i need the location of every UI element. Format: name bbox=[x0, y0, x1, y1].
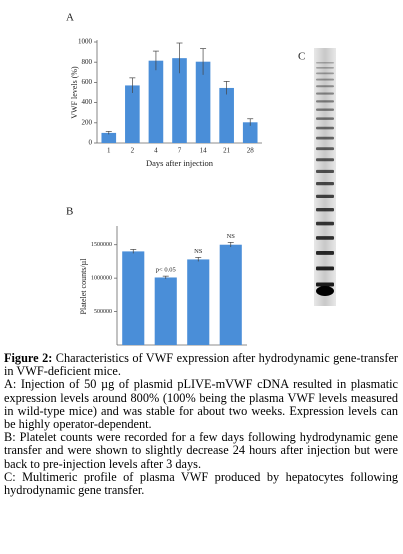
caption-paragraph: B: Platelet counts were recorded for a f… bbox=[4, 430, 398, 471]
x-tick-label: 28 bbox=[247, 147, 255, 155]
bar bbox=[154, 277, 177, 345]
gel-band bbox=[316, 100, 334, 103]
gel-band bbox=[316, 85, 334, 88]
panel-label: A bbox=[66, 12, 74, 24]
bar bbox=[122, 251, 145, 345]
x-axis-label: Days after injection bbox=[146, 158, 214, 168]
bar bbox=[187, 259, 210, 345]
x-tick-label: 4 bbox=[154, 147, 158, 155]
gel-band bbox=[316, 194, 334, 199]
caption-paragraph: A: Injection of 50 µg of plasmid pLIVE-m… bbox=[4, 377, 398, 432]
gel-band bbox=[316, 126, 334, 130]
bar bbox=[219, 87, 234, 143]
gel-lane bbox=[314, 48, 336, 306]
figure: A B C 0 200 400 600 800 1000 1 2 4 7 14 21 28 VWF lev… bbox=[66, 12, 336, 356]
gel-band bbox=[316, 72, 334, 75]
gel-band bbox=[316, 282, 334, 287]
figure-text: Characteristics of VWF expression after … bbox=[4, 351, 398, 379]
gel-band bbox=[316, 117, 334, 120]
y-axis-label: VWF levels (%) bbox=[70, 66, 79, 119]
caption-paragraph: C: Multimeric profile of plasma VWF prod… bbox=[4, 469, 398, 498]
gel-band bbox=[316, 236, 334, 240]
bar bbox=[219, 244, 242, 345]
bar bbox=[195, 61, 211, 143]
gel-band bbox=[316, 92, 334, 95]
panel-label: B bbox=[66, 206, 73, 218]
bar bbox=[148, 60, 164, 144]
gel-band bbox=[316, 158, 334, 162]
annotation: NS bbox=[227, 233, 236, 240]
gel-band bbox=[316, 67, 334, 69]
gel-band bbox=[316, 182, 334, 186]
x-tick-label: 14 bbox=[200, 147, 208, 155]
caption: Figure 2: Characteristics of VWF express… bbox=[4, 351, 398, 498]
y-tick-label: 200 bbox=[82, 118, 93, 126]
bar bbox=[125, 85, 140, 143]
gel-band bbox=[316, 266, 334, 271]
gel-band bbox=[316, 251, 334, 255]
gel-band bbox=[316, 286, 334, 296]
bar bbox=[101, 132, 117, 143]
y-tick-label: 0 bbox=[89, 139, 93, 147]
y-tick-label: 1500000 bbox=[91, 242, 112, 248]
gel-band bbox=[316, 62, 334, 64]
x-tick-label: 21 bbox=[223, 147, 231, 155]
y-tick-label: 800 bbox=[82, 58, 93, 66]
gel-band bbox=[316, 136, 334, 140]
gel-band bbox=[316, 78, 334, 81]
figure-label: Figure 2: bbox=[4, 351, 53, 365]
x-tick-label: 1 bbox=[107, 147, 111, 155]
gel-band bbox=[316, 208, 334, 212]
y-axis-label: Platelet counts/µl bbox=[79, 258, 88, 315]
gel-band bbox=[316, 108, 334, 111]
x-tick-label: 2 bbox=[131, 147, 135, 155]
gel-band bbox=[316, 169, 334, 173]
gel-image bbox=[314, 48, 336, 306]
annotation: NS bbox=[194, 248, 203, 255]
annotation: p< 0.05 bbox=[156, 267, 176, 274]
y-tick-label: 400 bbox=[82, 98, 93, 106]
gel-band bbox=[316, 147, 334, 151]
gel-band bbox=[316, 221, 334, 226]
x-tick-label: 7 bbox=[178, 147, 182, 155]
y-tick-label: 1000000 bbox=[91, 276, 112, 282]
y-tick-label: 1000 bbox=[78, 38, 93, 46]
caption-heading: Figure 2: Characteristics of VWF express… bbox=[4, 351, 398, 379]
y-tick-label: 500000 bbox=[94, 309, 112, 315]
bar bbox=[172, 58, 187, 143]
bar bbox=[242, 122, 258, 143]
y-tick-label: 600 bbox=[82, 78, 93, 86]
panel-label: C bbox=[298, 51, 305, 63]
